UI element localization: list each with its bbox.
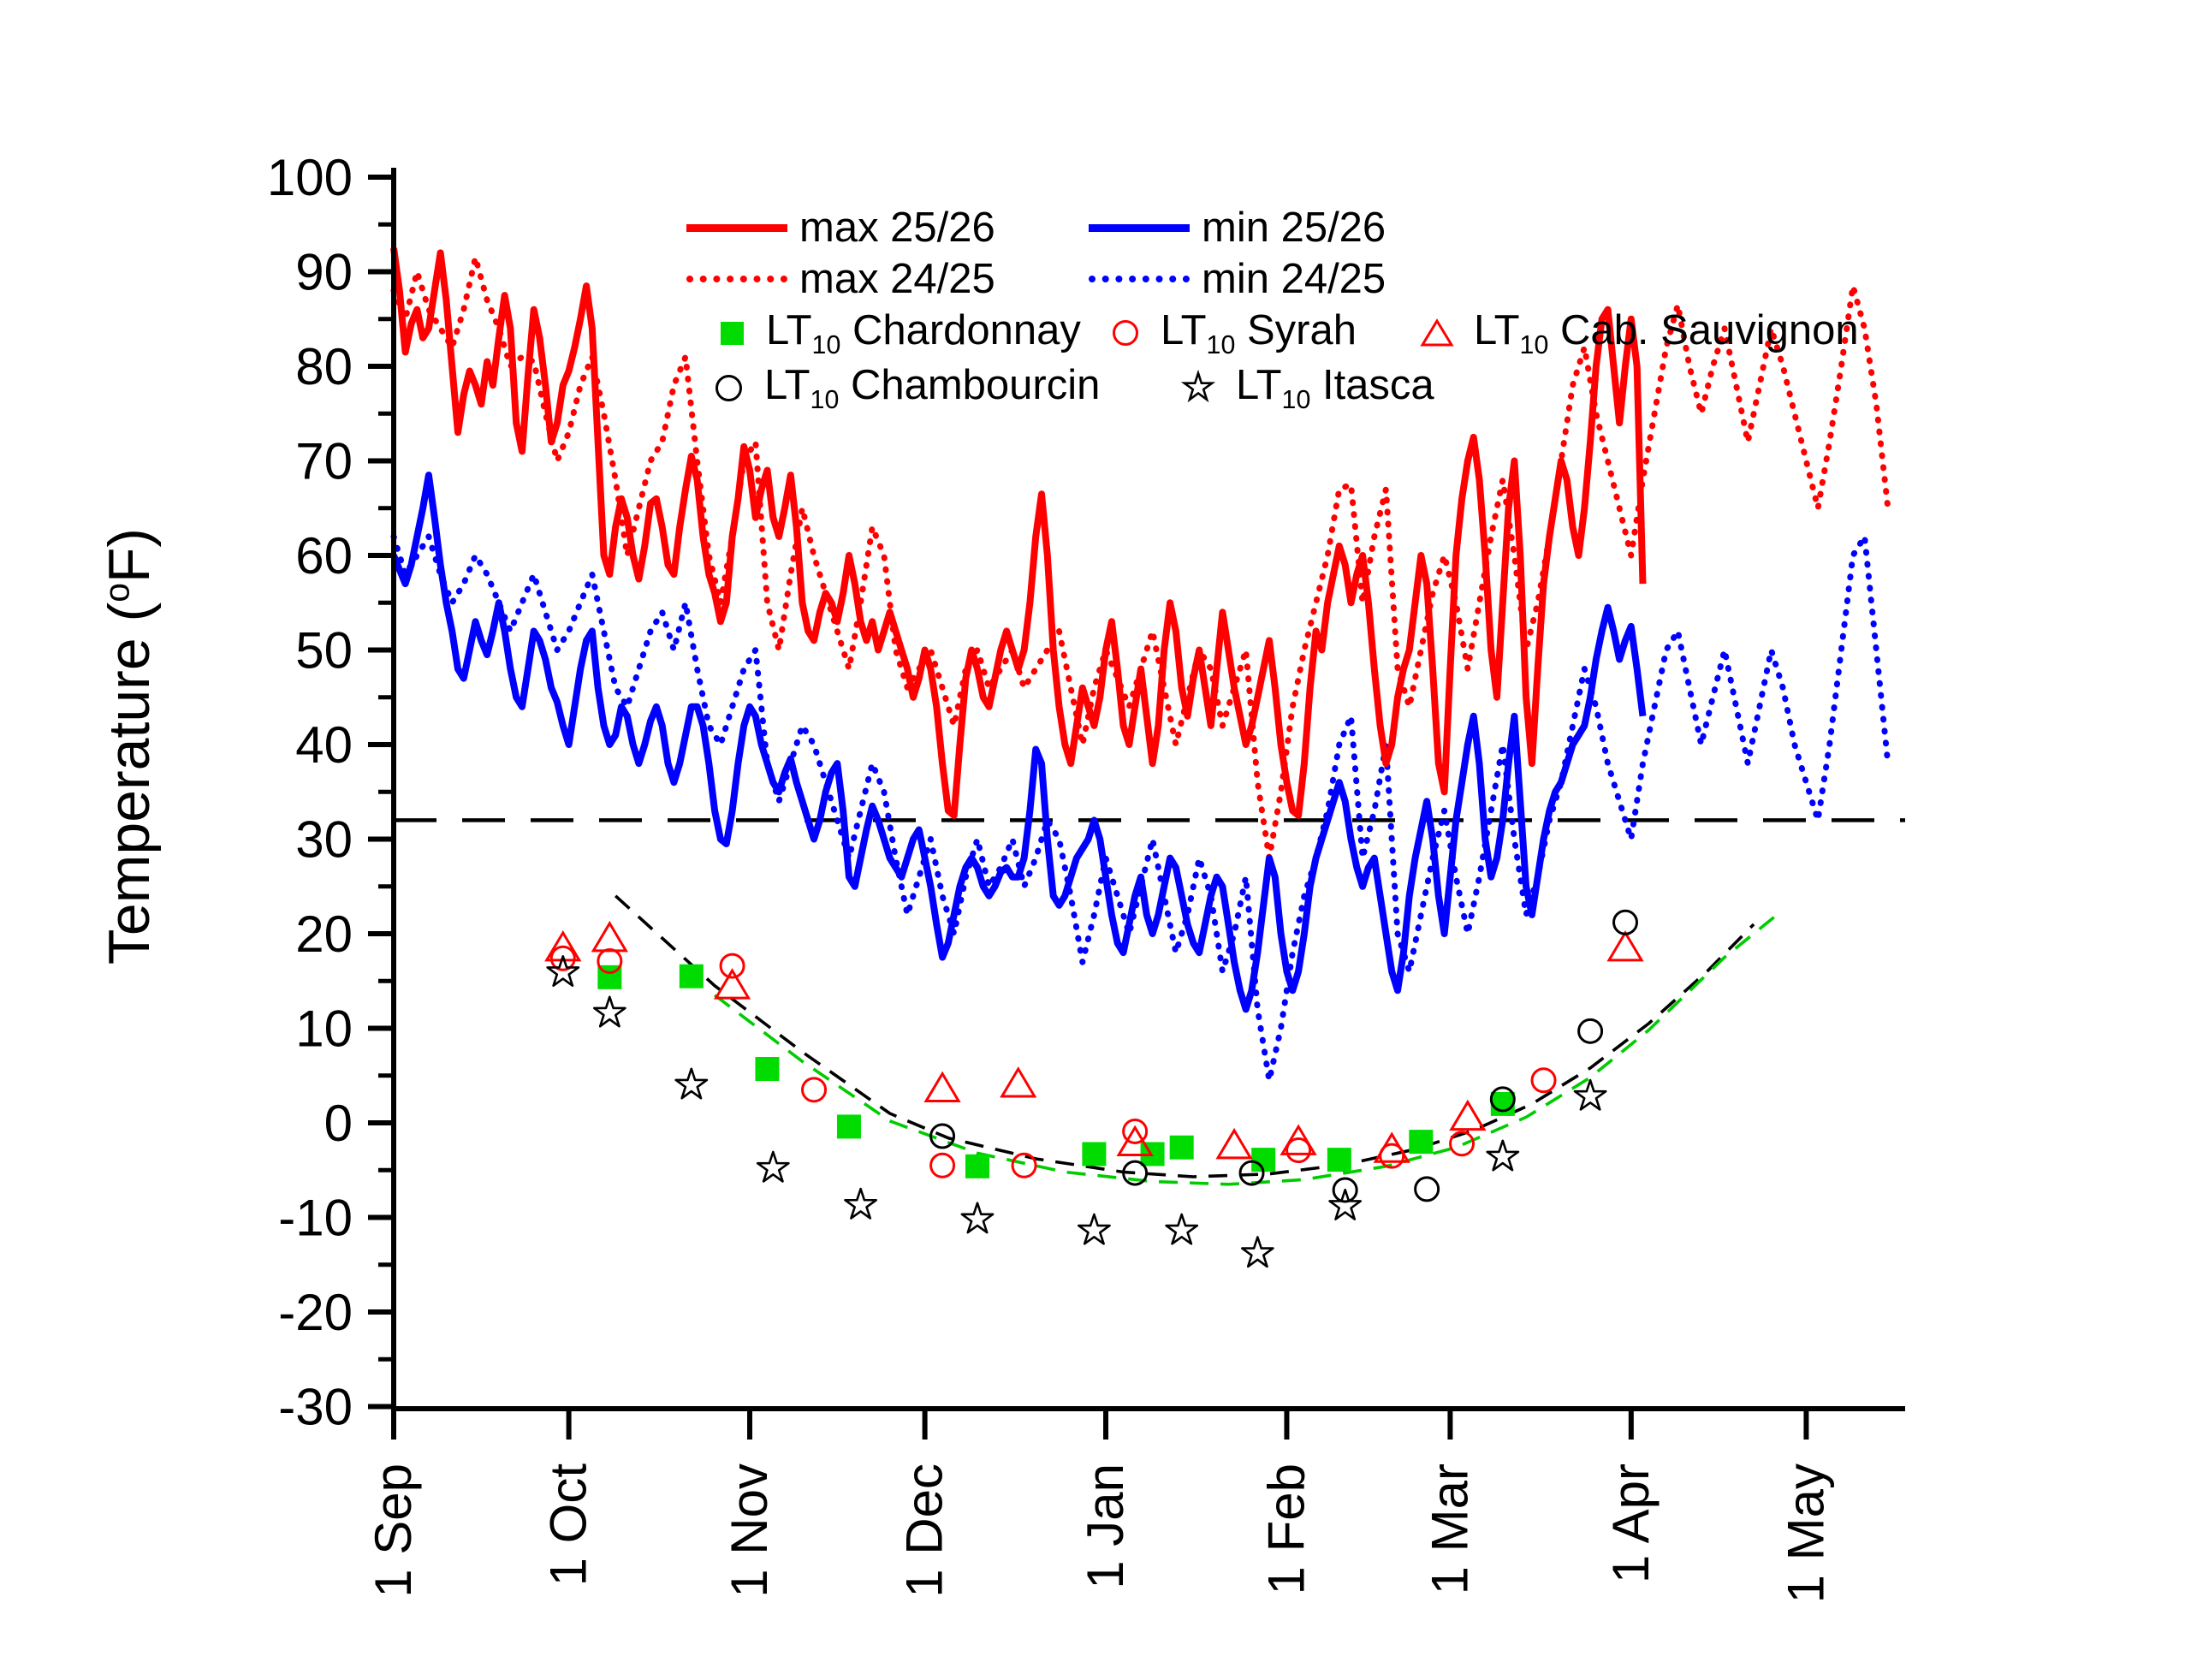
scatter-lt10-chambourcin xyxy=(929,909,1639,1203)
red-circle-icon xyxy=(1113,320,1138,347)
x-tick-label: 1 Feb xyxy=(1257,1463,1315,1594)
y-axis-label: Temperature (oF) xyxy=(97,527,162,965)
legend-label: LT10 Cab. Sauvignon xyxy=(1474,307,1859,359)
max-2425-line-icon xyxy=(686,276,787,282)
red-triangle-icon xyxy=(1420,318,1454,347)
y-tick-label: 20 xyxy=(295,905,353,963)
legend-chambourcin: LT10 Chambourcin xyxy=(715,361,1100,415)
min-2526-line-icon xyxy=(1089,223,1190,232)
legend-label: LT10 Syrah xyxy=(1161,307,1357,359)
x-tick-label: 1 Mar xyxy=(1421,1463,1478,1594)
legend-max-2526: max 25/26 xyxy=(686,204,995,252)
y-tick-label: 0 xyxy=(324,1095,353,1152)
max-2526-line-icon xyxy=(686,223,787,232)
x-tick-label: 1 Dec xyxy=(896,1463,953,1598)
x-tick-label: 1 Jan xyxy=(1077,1463,1134,1589)
legend-label: LT10 Chardonnay xyxy=(766,307,1081,359)
green-square-icon xyxy=(721,321,744,345)
series-min-25-26 xyxy=(390,472,1647,1013)
series-max-25-26 xyxy=(390,247,1647,819)
y-tick-label: -10 xyxy=(278,1190,353,1247)
y-tick-label: 40 xyxy=(295,716,353,774)
y-tick-label: 100 xyxy=(267,149,353,206)
x-tick-label: 1 Nov xyxy=(721,1463,778,1598)
legend-itasca: LT10 Itasca xyxy=(1179,361,1434,415)
x-tick-label: 1 Apr xyxy=(1602,1463,1660,1583)
x-tick-label: 1 Oct xyxy=(540,1463,597,1587)
legend-min-2526: min 25/26 xyxy=(1089,204,1386,252)
x-tick-label: 1 May xyxy=(1777,1463,1834,1603)
y-tick-label: -20 xyxy=(278,1284,353,1341)
legend-max-2425: max 24/25 xyxy=(686,255,995,303)
y-tick-label: -30 xyxy=(278,1379,353,1436)
scatter-lt10-syrah xyxy=(549,945,1557,1178)
scatter-lt10-chardonnay xyxy=(597,964,1515,1178)
y-tick-label: 30 xyxy=(295,811,353,869)
y-tick-label: 80 xyxy=(295,338,353,395)
legend-label: LT10 Chambourcin xyxy=(764,362,1101,414)
scatter-lt10-itasca xyxy=(546,955,1607,1268)
x-tick-label: 1 Sep xyxy=(365,1463,422,1598)
min-2425-line-icon xyxy=(1089,276,1190,282)
y-tick-label: 70 xyxy=(295,433,353,490)
legend-label: LT10 Itasca xyxy=(1236,362,1434,414)
trend-curve xyxy=(714,913,1778,1186)
y-tick-label: 90 xyxy=(295,244,353,301)
legend-label: min 24/25 xyxy=(1202,256,1386,302)
black-circle-icon xyxy=(715,374,742,401)
legend-label: max 24/25 xyxy=(799,256,995,302)
y-tick-label: 60 xyxy=(295,527,353,585)
legend-label: min 25/26 xyxy=(1202,205,1386,251)
scatter-lt10-cab-sauvignon xyxy=(544,920,1644,1163)
black-star-icon xyxy=(1180,370,1216,403)
legend-syrah: LT10 Syrah xyxy=(1113,306,1357,360)
series-min-24-25 xyxy=(390,533,1891,1083)
y-tick-label: 50 xyxy=(295,622,353,680)
legend-cab-sauvignon: LT10 Cab. Sauvignon xyxy=(1419,306,1859,360)
trend-curve xyxy=(614,894,1755,1178)
y-tick-label: 10 xyxy=(295,1000,353,1058)
legend-label: max 25/26 xyxy=(799,205,995,251)
legend-chardonnay: LT10 Chardonnay xyxy=(721,306,1081,360)
legend-min-2425: min 24/25 xyxy=(1089,255,1386,303)
